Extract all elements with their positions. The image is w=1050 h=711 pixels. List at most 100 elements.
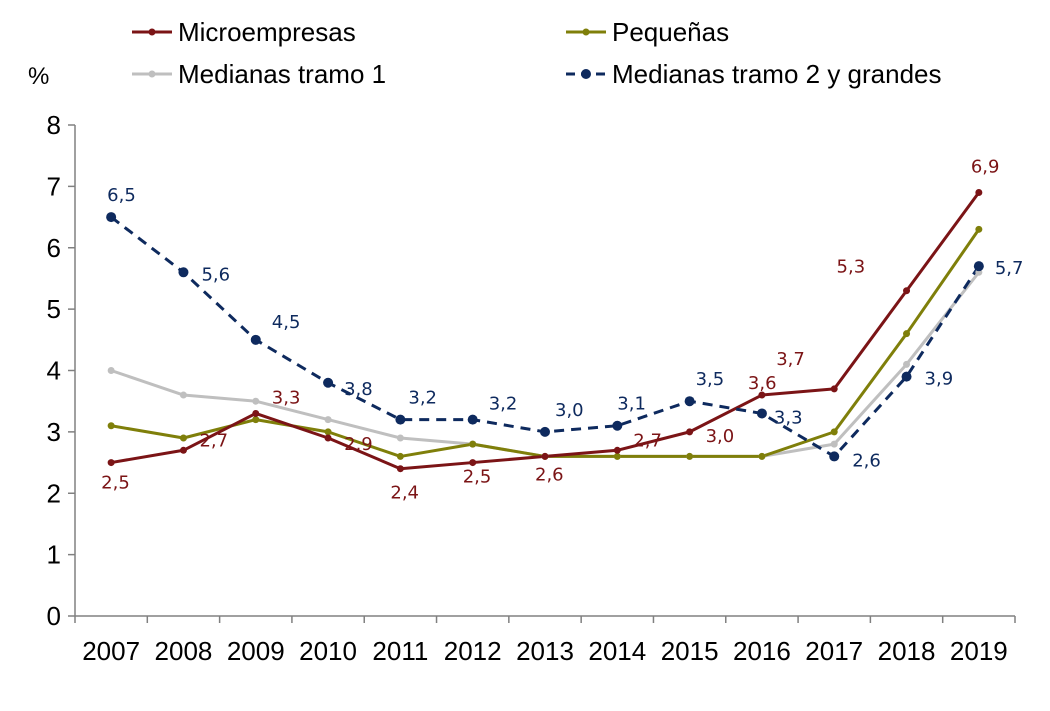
data-labels: 2,5 2,7 3,3 2,9 2,4 2,5 2,6 2,7 3,0 3,6 3,7 5,3 6,9 6… — [101, 157, 1023, 504]
y-tick-label: 6 — [47, 233, 61, 263]
data-label-medianas-tramo-2-y-grandes: 3,2 — [489, 394, 518, 415]
point-microempresas — [686, 428, 694, 436]
point-medianas-tramo-1 — [252, 397, 260, 405]
point-pequenas — [252, 416, 260, 424]
data-label-microempresas: 2,7 — [199, 430, 228, 451]
x-tick-label: 2019 — [950, 636, 1008, 666]
point-medianas-tramo-1 — [107, 367, 115, 374]
legend-marker-medianas-tramo-1 — [148, 70, 156, 78]
data-label-microempresas: 2,5 — [463, 467, 492, 488]
x-tick-label: 2009 — [227, 636, 285, 666]
point-medianas-tramo-2-y-grandes — [395, 414, 406, 425]
data-label-medianas-tramo-2-y-grandes: 6,5 — [107, 185, 136, 206]
point-medianas-tramo-1 — [396, 434, 404, 442]
legend-label-medianas-tramo-2: Medianas tramo 2 y grandes — [612, 59, 942, 89]
point-medianas-tramo-2-y-grandes — [684, 396, 695, 407]
data-label-medianas-tramo-2-y-grandes: 3,0 — [555, 400, 584, 421]
data-label-medianas-tramo-2-y-grandes: 3,5 — [696, 369, 725, 390]
point-pequenas — [324, 428, 332, 436]
legend-label-medianas-tramo-1: Medianas tramo 1 — [178, 59, 386, 89]
data-label-microempresas: 3,6 — [748, 373, 777, 394]
y-tick-label: 2 — [47, 478, 61, 508]
data-label-microempresas: 2,5 — [101, 473, 130, 494]
data-label-medianas-tramo-2-y-grandes: 5,7 — [995, 258, 1024, 279]
x-tick-label: 2013 — [516, 636, 574, 666]
y-tick-label: 0 — [47, 601, 61, 631]
point-pequenas — [469, 440, 477, 448]
point-medianas-tramo-2-y-grandes — [973, 261, 984, 272]
point-medianas-tramo-1 — [903, 360, 911, 368]
legend-marker-medianas-tramo-2 — [581, 69, 591, 79]
x-tick-label: 2008 — [155, 636, 213, 666]
point-medianas-tramo-2-y-grandes — [829, 451, 840, 462]
legend-item-medianas-tramo-1: Medianas tramo 1 — [132, 59, 386, 89]
point-pequenas — [179, 434, 187, 442]
x-tick-label: 2015 — [661, 636, 719, 666]
legend-item-pequenas: Pequeñas — [566, 17, 729, 47]
point-medianas-tramo-2-y-grandes — [901, 371, 912, 382]
legend-marker-pequenas — [582, 28, 590, 36]
data-label-microempresas: 2,7 — [633, 430, 662, 451]
point-pequenas — [613, 452, 621, 460]
x-tick-label: 2016 — [733, 636, 791, 666]
y-tick-label: 4 — [47, 356, 61, 386]
legend-item-microempresas: Microempresas — [132, 17, 356, 47]
point-microempresas — [830, 385, 838, 393]
point-microempresas — [975, 189, 983, 197]
point-microempresas — [324, 434, 332, 442]
data-label-medianas-tramo-2-y-grandes: 3,9 — [925, 369, 954, 390]
point-pequenas — [686, 452, 694, 460]
legend-label-microempresas: Microempresas — [178, 17, 356, 47]
data-label-microempresas: 2,9 — [344, 434, 373, 455]
data-label-microempresas: 2,4 — [390, 483, 419, 504]
point-pequenas — [975, 225, 983, 233]
x-tick-label: 2012 — [444, 636, 502, 666]
y-tick-label: 3 — [47, 417, 61, 447]
y-axis-unit-label: % — [28, 63, 49, 90]
data-label-microempresas: 3,0 — [706, 426, 735, 447]
legend-marker-microempresas — [148, 28, 156, 36]
point-microempresas — [396, 465, 404, 473]
point-microempresas — [107, 459, 115, 467]
point-pequenas — [396, 452, 404, 460]
y-tick-label: 5 — [47, 294, 61, 324]
legend: Microempresas Pequeñas Medianas tramo 1 … — [132, 17, 942, 89]
point-medianas-tramo-2-y-grandes — [178, 267, 189, 278]
x-tick-label: 2007 — [82, 636, 140, 666]
data-label-medianas-tramo-2-y-grandes: 3,8 — [344, 379, 373, 400]
point-pequenas — [903, 330, 911, 338]
x-tick-label: 2011 — [372, 636, 428, 666]
data-label-medianas-tramo-2-y-grandes: 4,5 — [272, 312, 301, 333]
point-microempresas — [903, 287, 911, 295]
point-medianas-tramo-2-y-grandes — [323, 377, 334, 388]
point-medianas-tramo-1 — [179, 391, 187, 399]
point-microempresas — [758, 391, 766, 399]
point-microempresas — [541, 452, 549, 460]
x-tick-label: 2017 — [805, 636, 863, 666]
point-medianas-tramo-1 — [324, 416, 332, 424]
data-label-medianas-tramo-2-y-grandes: 3,1 — [617, 394, 646, 415]
point-medianas-tramo-2-y-grandes — [756, 408, 767, 419]
legend-item-medianas-tramo-2: Medianas tramo 2 y grandes — [566, 59, 942, 89]
point-medianas-tramo-2-y-grandes — [106, 212, 117, 223]
y-tick-label: 1 — [47, 540, 61, 570]
data-label-microempresas: 3,7 — [776, 349, 805, 370]
point-pequenas — [830, 428, 838, 436]
data-label-microempresas: 6,9 — [971, 157, 1000, 178]
point-microempresas — [179, 446, 187, 454]
data-label-medianas-tramo-2-y-grandes: 3,2 — [408, 388, 437, 409]
x-tick-label: 2018 — [878, 636, 936, 666]
point-medianas-tramo-2-y-grandes — [250, 334, 261, 345]
data-label-microempresas: 2,6 — [535, 464, 564, 485]
data-label-medianas-tramo-2-y-grandes: 5,6 — [201, 264, 230, 285]
axes: 0 1 2 3 4 5 6 7 8 2007 2008 2009 2010 2011 2012 2013 201… — [47, 110, 1016, 666]
point-medianas-tramo-1 — [830, 440, 838, 448]
series-markers — [106, 189, 984, 473]
y-tick-label: 7 — [47, 171, 61, 201]
data-label-medianas-tramo-2-y-grandes: 2,6 — [852, 450, 881, 471]
data-label-microempresas: 3,3 — [272, 387, 301, 408]
point-medianas-tramo-2-y-grandes — [540, 426, 550, 437]
data-label-microempresas: 5,3 — [837, 257, 866, 278]
